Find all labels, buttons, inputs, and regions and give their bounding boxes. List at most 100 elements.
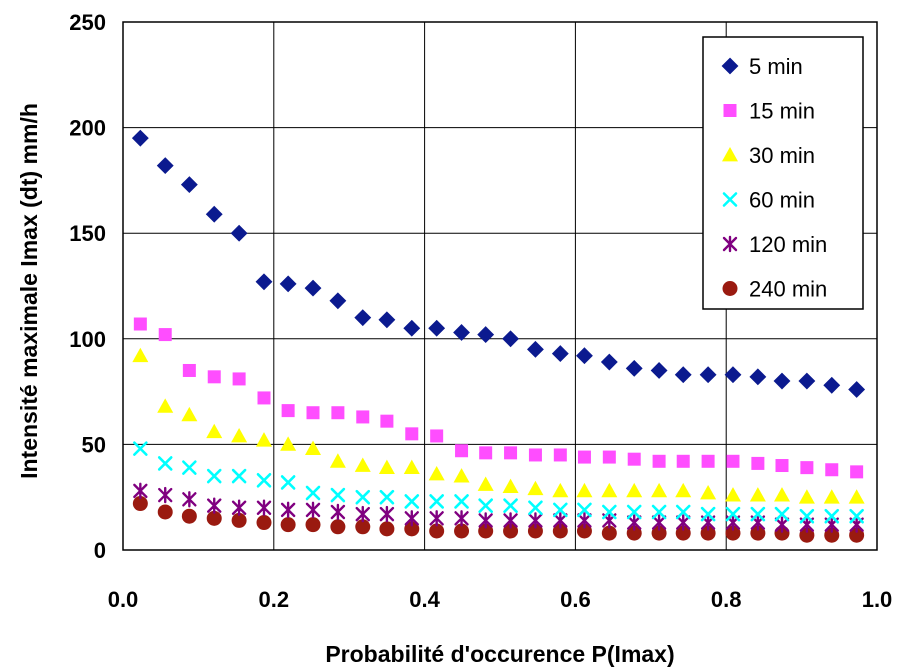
data-point bbox=[773, 372, 791, 390]
data-point bbox=[701, 454, 715, 468]
data-point bbox=[355, 519, 371, 535]
data-point bbox=[354, 457, 371, 472]
data-point bbox=[156, 157, 174, 175]
legend-label: 15 min bbox=[749, 99, 815, 124]
data-point bbox=[553, 502, 568, 518]
data-point bbox=[306, 406, 320, 420]
data-point bbox=[527, 523, 543, 539]
data-point bbox=[180, 176, 198, 194]
data-point bbox=[478, 512, 493, 529]
data-point bbox=[330, 487, 346, 503]
data-point bbox=[256, 473, 272, 488]
data-point bbox=[280, 436, 297, 451]
data-point bbox=[453, 324, 470, 341]
data-point bbox=[279, 275, 297, 293]
data-point bbox=[601, 482, 618, 498]
data-point bbox=[403, 319, 421, 337]
data-point bbox=[651, 514, 667, 531]
data-point bbox=[280, 517, 296, 533]
data-point bbox=[429, 523, 445, 539]
data-point bbox=[331, 406, 345, 420]
data-point bbox=[725, 506, 741, 522]
data-point bbox=[378, 311, 396, 329]
data-point bbox=[206, 423, 223, 439]
data-point bbox=[675, 482, 692, 498]
legend-label: 30 min bbox=[749, 143, 815, 168]
data-point bbox=[527, 340, 544, 358]
data-point bbox=[429, 510, 444, 527]
data-point bbox=[651, 504, 667, 520]
legend-marker bbox=[721, 57, 739, 75]
y-tick-label: 150 bbox=[69, 221, 106, 246]
data-point bbox=[626, 525, 642, 541]
data-point bbox=[602, 450, 616, 464]
data-point bbox=[502, 330, 519, 348]
data-point bbox=[627, 452, 641, 466]
data-point bbox=[405, 427, 419, 441]
data-point bbox=[625, 359, 643, 377]
data-point bbox=[330, 503, 346, 521]
data-point bbox=[577, 502, 592, 518]
x-tick-label: 0.8 bbox=[711, 587, 742, 612]
data-point bbox=[305, 485, 321, 501]
data-point bbox=[205, 205, 223, 223]
data-point bbox=[329, 453, 346, 468]
data-point bbox=[453, 468, 470, 483]
data-point bbox=[429, 494, 444, 509]
data-point bbox=[206, 468, 222, 484]
data-point bbox=[798, 372, 816, 390]
data-point bbox=[674, 366, 692, 384]
series-5-min bbox=[131, 129, 866, 398]
data-point bbox=[304, 279, 322, 297]
data-point bbox=[378, 459, 395, 475]
data-point bbox=[849, 527, 865, 543]
data-point bbox=[676, 454, 690, 468]
data-point bbox=[725, 525, 741, 541]
data-point bbox=[823, 489, 840, 504]
data-point bbox=[552, 482, 569, 498]
data-point bbox=[504, 446, 518, 460]
legend-marker bbox=[722, 235, 738, 253]
x-tick-label: 0.6 bbox=[560, 587, 591, 612]
data-point bbox=[430, 429, 444, 443]
data-point bbox=[182, 363, 196, 377]
data-point bbox=[356, 410, 370, 424]
data-point bbox=[280, 501, 296, 519]
data-point bbox=[502, 478, 519, 494]
data-point bbox=[601, 525, 617, 541]
data-point bbox=[478, 498, 493, 513]
data-point bbox=[503, 523, 519, 539]
data-point bbox=[231, 468, 247, 484]
data-point bbox=[133, 482, 148, 500]
data-point bbox=[132, 347, 149, 363]
data-point bbox=[257, 391, 271, 405]
data-point bbox=[231, 512, 247, 528]
data-point bbox=[700, 484, 717, 500]
data-point bbox=[503, 498, 518, 513]
data-point bbox=[651, 525, 667, 541]
data-point bbox=[355, 489, 371, 505]
data-point bbox=[231, 427, 248, 443]
data-point bbox=[751, 456, 765, 470]
data-point bbox=[305, 517, 321, 533]
data-point bbox=[773, 487, 790, 502]
data-point bbox=[329, 292, 347, 310]
legend: 5 min 15 min 30 min 60 min 120 min 240 min bbox=[702, 36, 864, 310]
data-point bbox=[626, 504, 642, 520]
legend-box bbox=[702, 36, 864, 310]
data-point bbox=[330, 519, 346, 535]
data-series bbox=[131, 129, 866, 543]
legend-marker bbox=[723, 104, 737, 117]
series-30-min bbox=[132, 347, 865, 504]
y-tick-label: 100 bbox=[69, 327, 106, 352]
legend-item: 240 min bbox=[722, 277, 827, 302]
x-tick-label: 0.0 bbox=[108, 587, 139, 612]
y-tick-label: 200 bbox=[69, 116, 106, 141]
data-point bbox=[379, 489, 395, 505]
data-point bbox=[157, 398, 174, 413]
legend-item: 30 min bbox=[722, 143, 815, 168]
data-point bbox=[528, 448, 542, 462]
data-point bbox=[380, 414, 394, 428]
data-point bbox=[676, 514, 691, 531]
